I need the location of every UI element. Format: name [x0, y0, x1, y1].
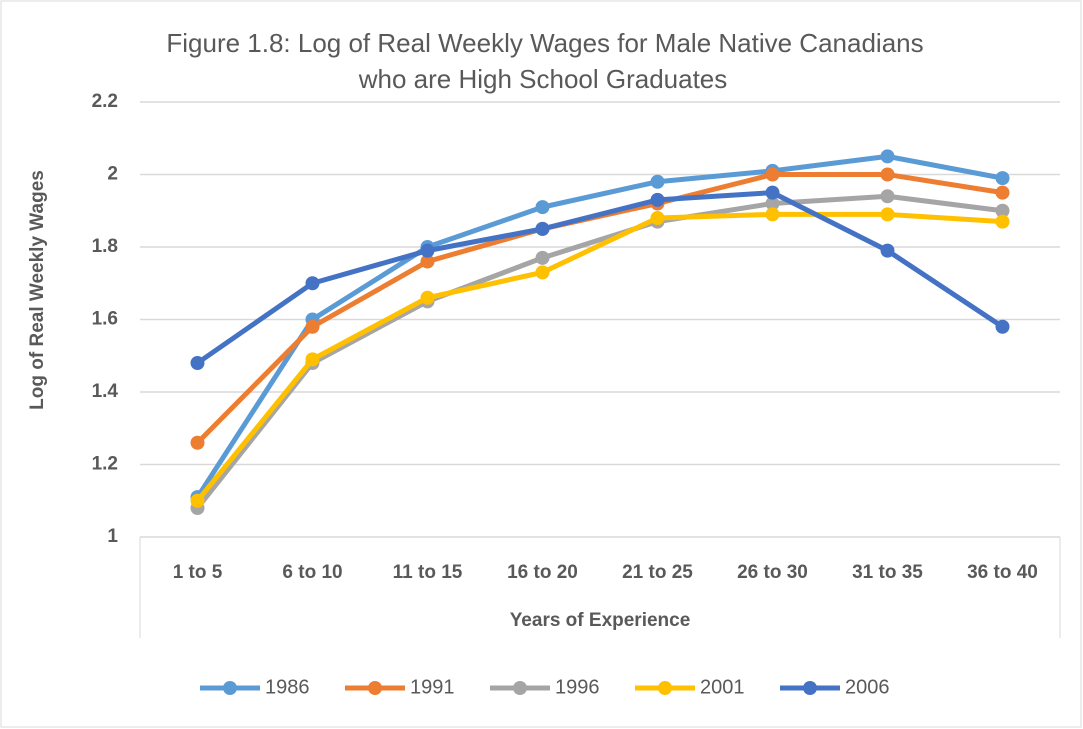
legend-label: 2001: [700, 676, 745, 698]
legend-label: 1986: [265, 676, 310, 698]
data-point: [650, 211, 665, 225]
data-point: [650, 174, 665, 189]
x-axis-title: Years of Experience: [510, 610, 691, 631]
data-point: [995, 214, 1010, 229]
x-tick-label: 36 to 40: [967, 562, 1038, 583]
legend-marker: [223, 681, 237, 695]
data-point: [995, 185, 1010, 200]
series-line: [195, 153, 1003, 499]
y-tick-label: 1: [107, 526, 118, 547]
y-tick-label: 2: [107, 164, 118, 185]
y-tick-label: 1.8: [92, 236, 118, 257]
x-tick-label: 26 to 30: [737, 562, 808, 583]
data-point: [305, 276, 320, 291]
x-tick-label: 6 to 10: [282, 562, 342, 583]
data-point: [765, 196, 780, 211]
legend-marker: [803, 681, 817, 695]
data-point: [420, 290, 435, 305]
x-tick-label: 21 to 25: [622, 562, 693, 583]
chart-title: who are High School Graduates: [358, 64, 728, 94]
data-point: [995, 319, 1010, 334]
x-tick-label: 1 to 5: [173, 562, 223, 583]
legend-marker: [513, 681, 527, 695]
data-point: [765, 207, 780, 222]
y-tick-label: 1.6: [92, 309, 118, 330]
legend-label: 1991: [410, 676, 455, 698]
data-point: [305, 352, 320, 367]
legend-label: 1996: [555, 676, 600, 698]
data-point: [880, 167, 895, 182]
series-line: [196, 190, 1004, 366]
data-point: [880, 189, 895, 204]
data-point: [765, 167, 780, 182]
legend-marker: [368, 681, 382, 695]
y-tick-label: 1.4: [92, 381, 119, 402]
data-point: [305, 319, 320, 334]
data-point: [880, 149, 895, 164]
data-point: [535, 221, 550, 236]
data-point: [765, 185, 780, 200]
data-point: [190, 493, 205, 508]
y-axis-title: Log of Real Weekly Wages: [27, 170, 48, 410]
y-tick-label: 1.2: [92, 454, 118, 475]
legend-marker: [658, 681, 672, 695]
series-line: [195, 211, 1003, 503]
series-line: [195, 193, 1003, 510]
x-tick-label: 11 to 15: [393, 562, 463, 583]
data-point: [535, 265, 550, 280]
x-tick-label: 16 to 20: [507, 562, 578, 583]
data-point: [880, 207, 895, 222]
data-point: [190, 356, 205, 370]
data-point: [650, 192, 665, 207]
data-point: [535, 250, 550, 265]
chart-title: Figure 1.8: Log of Real Weekly Wages for…: [166, 28, 923, 58]
x-tick-label: 31 to 35: [852, 562, 923, 583]
data-point: [535, 200, 550, 215]
legend-label: 2006: [845, 676, 890, 698]
data-point: [995, 171, 1010, 186]
data-point: [420, 254, 435, 269]
y-tick-label: 2.2: [92, 91, 118, 112]
data-point: [420, 243, 435, 258]
data-point: [880, 243, 895, 258]
data-point: [190, 435, 205, 450]
data-point: [995, 203, 1010, 218]
